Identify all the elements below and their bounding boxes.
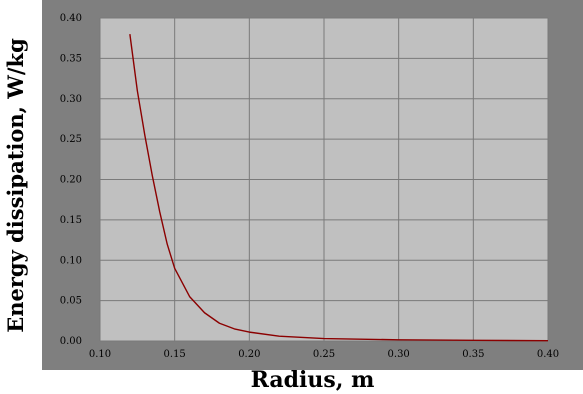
x-tick-label: 0.35	[462, 349, 484, 360]
x-tick-label: 0.10	[89, 349, 111, 360]
y-tick-label: 0.00	[60, 336, 82, 347]
y-tick-label: 0.05	[60, 296, 82, 307]
x-ticks: 0.10 0.15 0.20 0.25 0.30 0.35 0.40	[89, 349, 559, 360]
x-axis-label: Radius, m	[250, 367, 375, 393]
x-tick-label: 0.30	[388, 349, 410, 360]
y-axis-label-text: Energy dissipation, W/kg	[2, 37, 28, 333]
y-tick-label: 0.35	[60, 53, 82, 64]
series-line	[129, 34, 549, 342]
x-tick-label: 0.20	[238, 349, 260, 360]
y-tick-label: 0.25	[60, 134, 82, 145]
y-tick-label: 0.40	[60, 13, 82, 24]
y-axis-label: Energy dissipation, W/kg	[0, 0, 30, 370]
y-ticks: 0.00 0.05 0.10 0.15 0.20 0.25 0.30 0.35 0.40	[60, 13, 82, 347]
x-tick-label: 0.25	[313, 349, 335, 360]
y-tick-label: 0.20	[60, 175, 82, 186]
y-tick-label: 0.30	[60, 94, 82, 105]
y-tick-label: 0.10	[60, 255, 82, 266]
x-tick-label: 0.15	[164, 349, 186, 360]
series-group	[129, 34, 549, 342]
y-tick-label: 0.15	[60, 215, 82, 226]
x-tick-label: 0.40	[537, 349, 559, 360]
line-chart: 0.10 0.15 0.20 0.25 0.30 0.35 0.40 0.00 0.05 0.1…	[60, 13, 559, 360]
